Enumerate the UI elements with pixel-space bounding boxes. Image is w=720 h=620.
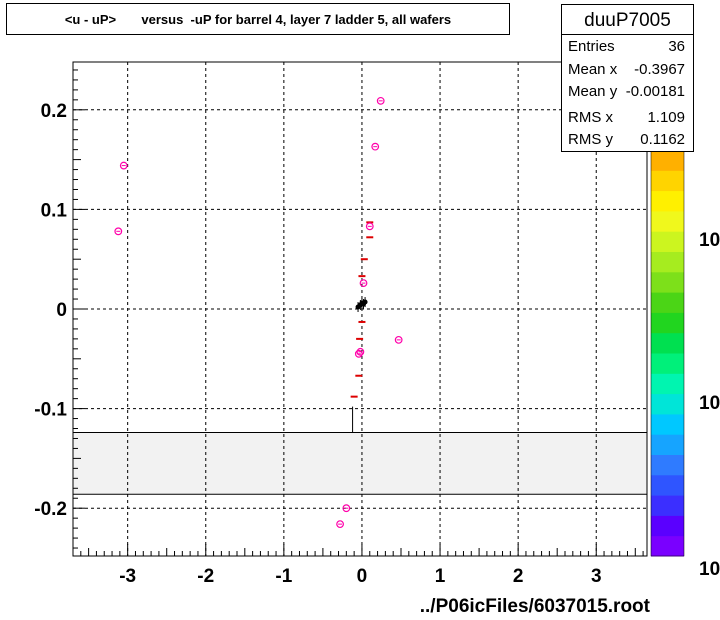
palette-swatch [651, 251, 684, 273]
palette-swatch [651, 515, 684, 537]
x-tick-label: 2 [513, 566, 524, 587]
stats-label: Mean x [568, 61, 618, 78]
y-tick-label: 0.2 [41, 101, 67, 122]
x-tick-label: 3 [591, 566, 602, 587]
palette-swatch [651, 393, 684, 415]
stats-row-mean-y: Mean y -0.00181 [568, 83, 685, 105]
plot-title-box: <u - uP> versus -uP for barrel 4, layer … [6, 3, 510, 35]
data-point [336, 520, 344, 529]
y-tick-label: 0 [56, 300, 67, 321]
data-point [356, 347, 365, 356]
plot-title: <u - uP> versus -uP for barrel 4, layer … [64, 12, 452, 27]
y-tick-label: 0.1 [41, 200, 68, 221]
y-tick-label: -0.2 [34, 499, 67, 520]
colorbar-label: 10 [699, 559, 720, 580]
palette-swatch [651, 474, 684, 496]
x-tick-label: -3 [119, 566, 136, 587]
data-point [359, 279, 368, 288]
stats-value: 1.109 [647, 109, 685, 126]
stats-label: Entries [568, 38, 615, 55]
palette-swatch [651, 292, 684, 313]
profile-point [362, 299, 368, 305]
y-tick-label: -0.1 [34, 400, 67, 421]
x-tick-label: -2 [197, 566, 214, 587]
file-path-label: ../P06icFiles/6037015.root [419, 596, 650, 617]
palette-swatch [651, 312, 684, 334]
stats-row-rms-x: RMS x 1.109 [568, 109, 685, 131]
palette-swatch [651, 413, 684, 435]
stats-value: -0.00181 [625, 83, 685, 100]
stats-label: RMS y [568, 131, 613, 148]
palette-swatch [651, 495, 684, 516]
x-tick-label: 0 [357, 566, 368, 587]
data-point [342, 504, 351, 513]
stats-value: 36 [668, 38, 685, 55]
palette-swatch [651, 434, 684, 455]
colorbar-label: 10 [699, 230, 720, 251]
stats-value: 0.1162 [640, 131, 685, 148]
x-tick-label: -1 [275, 566, 292, 587]
data-point [354, 349, 363, 358]
x-tick-label: 1 [435, 566, 446, 587]
data-point [119, 161, 128, 170]
palette-swatch [651, 373, 684, 395]
stats-label: RMS x [568, 109, 613, 126]
stats-row-entries: Entries 36 [568, 38, 685, 60]
palette-swatch [651, 190, 684, 212]
palette-swatch [651, 231, 684, 252]
palette-swatch [651, 454, 684, 476]
palette-swatch [651, 353, 684, 374]
palette-swatch [651, 210, 684, 232]
data-point [365, 222, 374, 231]
palette-swatch [651, 271, 684, 293]
palette-swatch [651, 170, 684, 192]
palette-swatch [651, 332, 684, 354]
data-point [376, 96, 385, 105]
stats-box: duuP7005 Entries 36 Mean x -0.3967 Mean … [561, 4, 694, 152]
stats-value: -0.3967 [634, 61, 685, 78]
stats-row-mean-x: Mean x -0.3967 [568, 61, 685, 83]
stats-label: Mean y [568, 83, 618, 100]
overlay-band [72, 432, 648, 495]
stats-row-rms-y: RMS y 0.1162 [568, 131, 685, 153]
data-point [394, 335, 403, 344]
stats-histogram-name: duuP7005 [562, 7, 693, 35]
data-point [114, 227, 123, 236]
data-point [371, 142, 380, 151]
colorbar-label: 10 [699, 393, 720, 414]
palette-swatch [651, 150, 684, 171]
palette-swatch [651, 535, 684, 557]
